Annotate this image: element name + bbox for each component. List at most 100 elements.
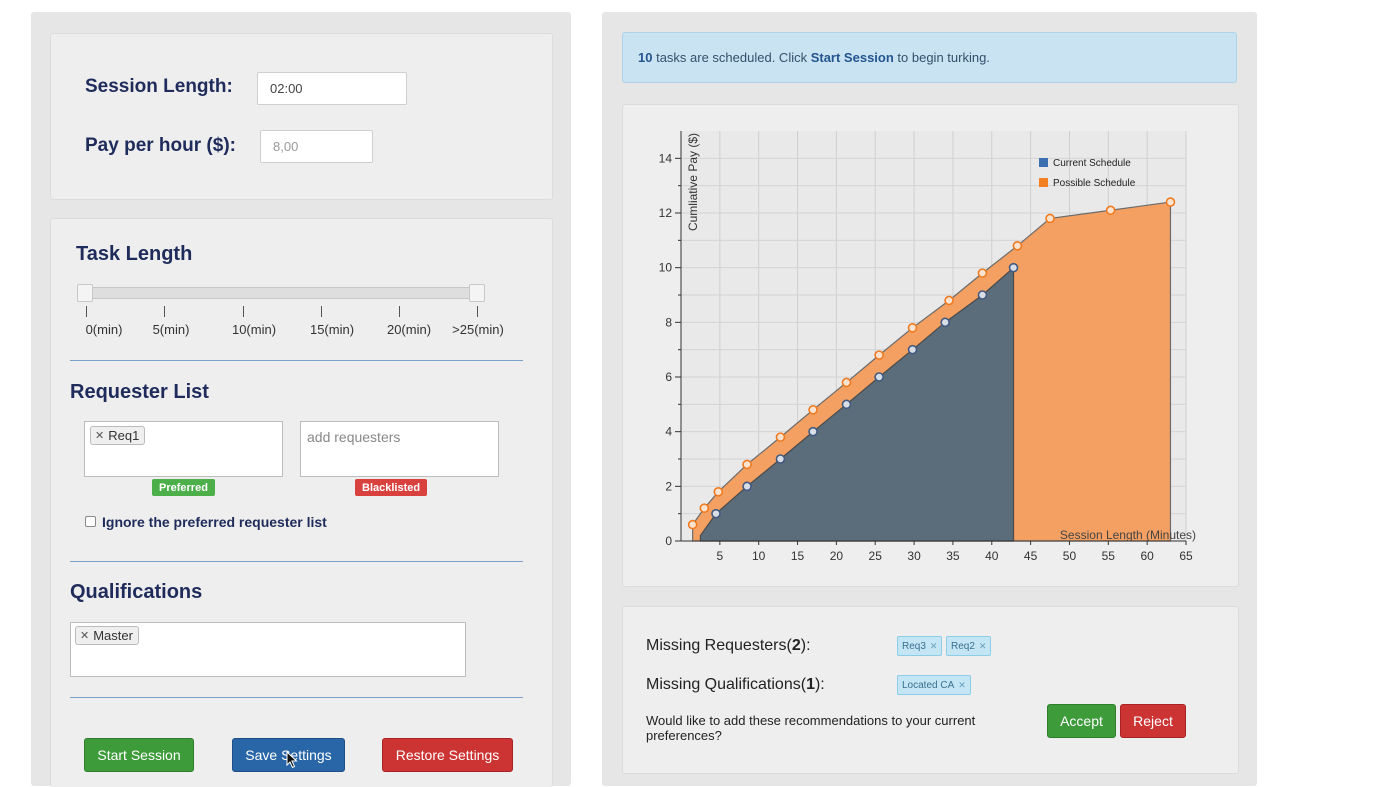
tick-label: 20(min) (386, 322, 432, 337)
y-tick-label: 4 (665, 425, 672, 439)
tick-label: 5(min) (152, 322, 190, 337)
possible-schedule-point (907, 323, 918, 333)
x-tick-label: 45 (1024, 549, 1038, 563)
y-tick-label: 0 (665, 534, 672, 548)
y-tick-label: 8 (665, 315, 672, 329)
possible-schedule-point (1012, 241, 1023, 251)
alert-start-link[interactable]: Start Session (810, 50, 894, 65)
recommended-requester-chip[interactable]: Req3 ✕ (897, 636, 943, 656)
possible-schedule-point (775, 432, 786, 442)
x-tick-label: 55 (1102, 549, 1116, 563)
recommendation-question: Would like to add these recommendations … (646, 713, 976, 743)
session-length-input[interactable]: 02:00 (257, 72, 407, 105)
possible-schedule-point (699, 503, 710, 514)
y-tick-label: 6 (665, 370, 672, 384)
schedule-alert: 10 tasks are scheduled. Click Start Sess… (622, 32, 1237, 83)
divider (70, 561, 523, 562)
blacklisted-badge: Blacklisted (355, 479, 428, 496)
tick-label: 15(min) (309, 322, 355, 337)
start-session-button[interactable]: Start Session (84, 738, 194, 772)
preferred-badge: Preferred (152, 479, 215, 496)
task-count: 10 (638, 50, 653, 65)
filters-card (50, 218, 553, 787)
current-schedule-point (742, 481, 752, 492)
qualifications-title: Qualifications (70, 581, 203, 603)
mouse-cursor-icon (286, 751, 298, 769)
current-schedule-point (1008, 262, 1019, 273)
possible-schedule-point (1045, 213, 1055, 224)
y-tick-label: 14 (659, 151, 673, 165)
y-tick-label: 10 (659, 261, 673, 275)
pay-per-hour-label: Pay per hour ($): (85, 135, 236, 156)
x-tick-label: 65 (1179, 549, 1193, 563)
remove-icon[interactable]: ✕ (958, 679, 966, 690)
session-card (50, 33, 553, 200)
current-schedule-point (977, 290, 988, 300)
current-schedule-area (699, 266, 1015, 542)
tick-mark (243, 306, 244, 317)
possible-schedule-point (808, 404, 818, 415)
blacklist-input[interactable]: add requesters (307, 429, 401, 445)
current-schedule-point (940, 317, 950, 328)
session-length-label: Session Length: (85, 76, 233, 97)
y-tick-label: 12 (659, 206, 673, 220)
alert-text: tasks are scheduled. Click (652, 50, 811, 65)
tick-label: 10(min) (231, 322, 277, 337)
y-axis-label: Cumliative Pay ($) (686, 133, 700, 231)
pay-per-hour-input[interactable]: 8,00 (260, 130, 373, 163)
y-tick-label: 2 (665, 479, 672, 493)
tick-label: >25(min) (452, 322, 504, 337)
recommended-requester-chip[interactable]: Req2 ✕ (946, 636, 992, 656)
blacklisted-requesters-box[interactable] (300, 421, 499, 477)
current-schedule-point (874, 372, 884, 382)
remove-icon[interactable]: ✕ (929, 640, 938, 651)
recommended-qualification-chip[interactable]: Located CA ✕ (897, 675, 971, 695)
cumulative-pay-chart: 0 2 4 6 8 10 12 14 5 10 15 20 25 30 35 40 45 50 55 60 65 Sess… (659, 131, 1196, 563)
remove-icon[interactable]: ✕ (80, 630, 90, 642)
x-tick-label: 35 (946, 549, 960, 563)
x-tick-label: 60 (1140, 549, 1154, 563)
slider-handle-min[interactable] (77, 284, 93, 302)
possible-schedule-point (841, 377, 852, 388)
requester-chip[interactable]: ✕ Req1 (90, 426, 146, 445)
x-tick-label: 10 (752, 549, 766, 563)
tick-mark (477, 306, 478, 317)
ignore-preferred-label: Ignore the preferred requester list (102, 514, 327, 530)
legend-swatch-possible (1039, 178, 1048, 187)
possible-schedule-point (742, 459, 752, 470)
x-tick-label: 25 (869, 549, 883, 563)
tick-mark (86, 306, 87, 317)
qualification-chip[interactable]: ✕ Master (75, 626, 139, 645)
tick-label: 0(min) (85, 322, 123, 337)
restore-settings-button[interactable]: Restore Settings (382, 738, 513, 772)
task-length-slider[interactable] (78, 287, 484, 299)
task-length-title: Task Length (76, 243, 193, 265)
possible-schedule-point (1165, 197, 1176, 207)
chip-label: Master (93, 628, 133, 643)
possible-schedule-point (874, 350, 884, 360)
tick-mark (321, 306, 322, 317)
remove-icon[interactable]: ✕ (95, 430, 105, 442)
current-schedule-point (775, 454, 786, 464)
current-schedule-point (907, 344, 918, 355)
ignore-preferred-checkbox[interactable] (85, 516, 96, 527)
alert-text-end: to begin turking. (893, 50, 990, 65)
x-tick-label: 30 (907, 549, 921, 563)
possible-schedule-point (944, 295, 954, 306)
possible-schedule-point (1105, 205, 1116, 216)
x-tick-label: 40 (985, 549, 999, 563)
missing-qualifications-label: Missing Qualifications(1): (646, 676, 825, 693)
reject-button[interactable]: Reject (1120, 704, 1186, 738)
current-schedule-point (808, 426, 818, 437)
divider (70, 697, 523, 698)
accept-button[interactable]: Accept (1047, 704, 1116, 738)
x-tick-label: 5 (717, 549, 724, 563)
legend-label-current: Current Schedule (1053, 158, 1131, 169)
possible-schedule-point (977, 268, 988, 278)
legend-label-possible: Possible Schedule (1053, 178, 1136, 189)
current-schedule-point (711, 508, 721, 519)
slider-handle-max[interactable] (469, 284, 485, 302)
chip-label: Req1 (108, 428, 140, 443)
remove-icon[interactable]: ✕ (978, 640, 987, 651)
x-axis-label: Session Length (Minutes) (1060, 528, 1196, 542)
